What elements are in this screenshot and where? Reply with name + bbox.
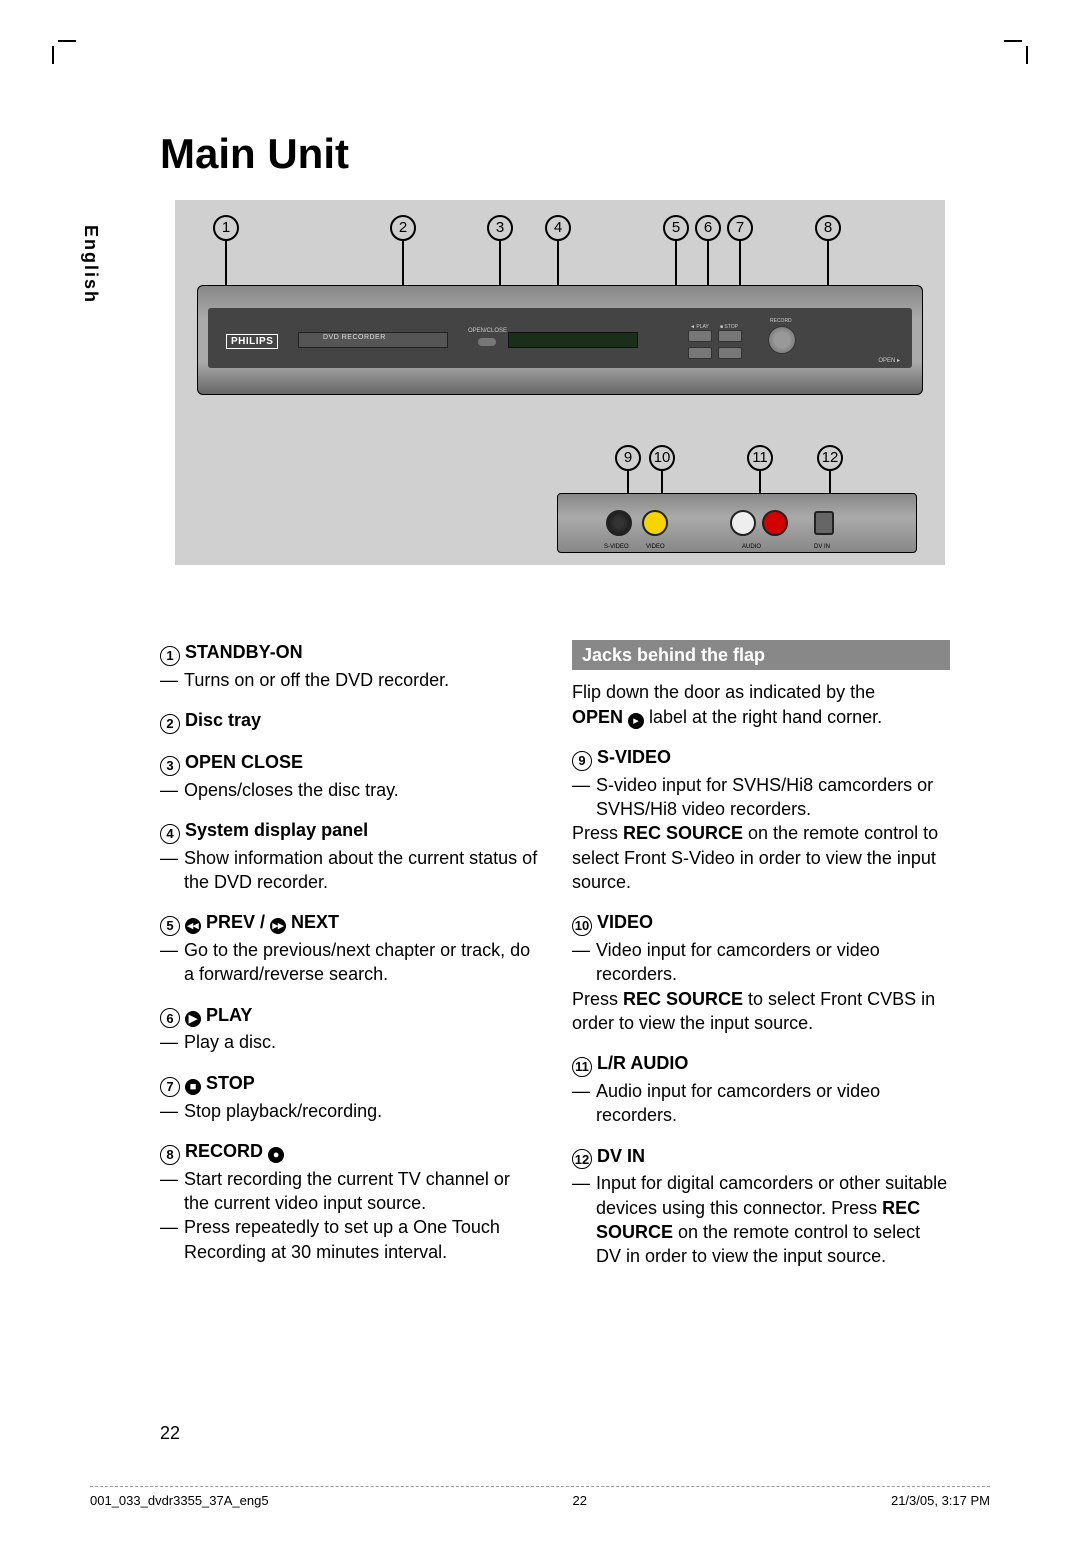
- flap-lbl-video: VIDEO: [646, 544, 665, 550]
- right-column: Jacks behind the flap Flip down the door …: [572, 640, 950, 1284]
- callout-6: 6: [695, 215, 721, 241]
- openclose-label: OPEN/CLOSE: [468, 328, 507, 334]
- jacks-header: Jacks behind the flap: [572, 640, 950, 670]
- flap-lbl-dvin: DV IN: [814, 544, 830, 550]
- record-lbl: RECORD: [770, 318, 792, 324]
- display-panel: [508, 332, 638, 348]
- item-11: 11 L/R AUDIO—Audio input for camcorders …: [572, 1051, 950, 1127]
- prev-btn: [688, 347, 712, 359]
- device-front-panel: PHILIPS DVD RECORDER OPEN/CLOSE ◄ PLAY ■…: [208, 308, 912, 368]
- device-body: PHILIPS DVD RECORDER OPEN/CLOSE ◄ PLAY ■…: [197, 285, 923, 395]
- callout-10: 10: [649, 445, 675, 471]
- jacks-intro: Flip down the door as indicated by theOP…: [572, 680, 950, 729]
- callout-9: 9: [615, 445, 641, 471]
- callout-8: 8: [815, 215, 841, 241]
- item-7: 7 ■ STOP—Stop playback/recording.: [160, 1071, 538, 1123]
- item-3: 3 OPEN CLOSE—Opens/closes the disc tray.: [160, 750, 538, 802]
- record-btn: [768, 326, 796, 354]
- top-callouts: 1 2 3 4 567 8: [175, 215, 945, 285]
- item-10: 10 VIDEO—Video input for camcorders or v…: [572, 910, 950, 1035]
- flap-panel: 9101112 S-VIDEO VIDEO AUDIO DV IN: [557, 445, 917, 545]
- item-12: 12 DV IN—Input for digital camcorders or…: [572, 1144, 950, 1269]
- callout-2: 2: [390, 215, 416, 241]
- left-column: 1 STANDBY-ON—Turns on or off the DVD rec…: [160, 640, 538, 1284]
- item-5: 5 ◂◂ PREV / ▸▸ NEXT—Go to the previous/n…: [160, 910, 538, 986]
- page-title: Main Unit: [160, 130, 349, 178]
- footer: 001_033_dvdr3355_37A_eng5 22 21/3/05, 3:…: [90, 1486, 990, 1508]
- flap-body: S-VIDEO VIDEO AUDIO DV IN: [557, 493, 917, 553]
- play-lbl: ◄ PLAY: [690, 324, 709, 330]
- item-2: 2 Disc tray: [160, 708, 538, 734]
- callout-3: 3: [487, 215, 513, 241]
- language-tab: English: [80, 225, 101, 304]
- footer-file: 001_033_dvdr3355_37A_eng5: [90, 1493, 269, 1508]
- tray-label: DVD RECORDER: [323, 334, 386, 341]
- next-btn: [718, 347, 742, 359]
- item-8: 8 RECORD ●—Start recording the current T…: [160, 1139, 538, 1264]
- flap-lbl-audio: AUDIO: [742, 544, 761, 550]
- device-diagram: 12345678 PHILIPS DVD RECORDER OPEN/CLOSE…: [175, 200, 945, 565]
- callout-5: 5: [663, 215, 689, 241]
- stop-lbl: ■ STOP: [720, 324, 738, 330]
- dv-jack: [814, 511, 834, 535]
- video-jack: [642, 510, 668, 536]
- brand-label: PHILIPS: [226, 334, 278, 349]
- callout-7: 7: [727, 215, 753, 241]
- callout-1: 1: [213, 215, 239, 241]
- audio-r-jack: [762, 510, 788, 536]
- flap-lbl-svideo: S-VIDEO: [604, 544, 629, 550]
- callout-12: 12: [817, 445, 843, 471]
- page-number: 22: [160, 1423, 180, 1444]
- open-flap-label: OPEN ▸: [878, 357, 900, 364]
- callout-4: 4: [545, 215, 571, 241]
- audio-l-jack: [730, 510, 756, 536]
- footer-page: 22: [573, 1493, 587, 1508]
- play-btn: [688, 330, 712, 342]
- crop-mark: [52, 40, 76, 64]
- item-9: 9 S-VIDEO—S-video input for SVHS/Hi8 cam…: [572, 745, 950, 894]
- openclose-button: [478, 338, 496, 346]
- callout-11: 11: [747, 445, 773, 471]
- svideo-jack: [606, 510, 632, 536]
- stop-btn: [718, 330, 742, 342]
- footer-date: 21/3/05, 3:17 PM: [891, 1493, 990, 1508]
- content-columns: 1 STANDBY-ON—Turns on or off the DVD rec…: [160, 640, 950, 1284]
- item-4: 4 System display panel—Show information …: [160, 818, 538, 894]
- item-6: 6 ▶ PLAY—Play a disc.: [160, 1003, 538, 1055]
- crop-mark: [1004, 40, 1028, 64]
- item-1: 1 STANDBY-ON—Turns on or off the DVD rec…: [160, 640, 538, 692]
